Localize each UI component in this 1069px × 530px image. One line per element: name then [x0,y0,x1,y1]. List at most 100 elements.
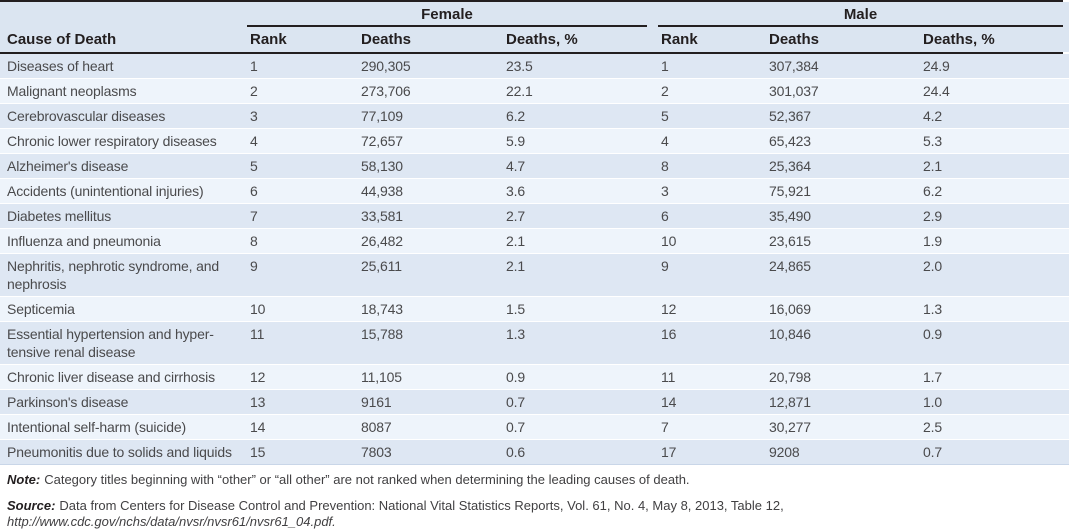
female-deaths-pct-cell: 4.7 [506,158,526,174]
male-deaths-pct-cell: 2.5 [923,419,943,435]
female-rank-cell: 1 [250,58,258,74]
male-deaths-cell: 23,615 [769,233,811,249]
table-row: Accidents (unintentional injuries) 6 44,… [0,179,1069,204]
table-row: Parkinson's disease 13 9161 0.7 14 12,87… [0,390,1069,415]
female-deaths-pct-cell: 2.1 [506,258,526,274]
male-deaths-pct-cell: 24.4 [923,83,950,99]
cause-cell: Septicemia [7,301,75,317]
male-deaths-pct-cell: 0.7 [923,444,943,460]
table-row: Diseases of heart 1 290,305 23.5 1 307,3… [0,54,1069,79]
cause-cell: Essential hypertension and hyper­tensive… [7,326,214,360]
male-rank-cell: 17 [661,444,677,460]
female-deaths-cell: 290,305 [361,58,411,74]
female-rank-cell: 2 [250,83,258,99]
male-deaths-pct-cell: 24.9 [923,58,950,74]
table-row: Nephritis, nephrotic syndrome, and nephr… [0,254,1069,297]
female-deaths-pct-cell: 5.9 [506,133,526,149]
cause-cell: Nephritis, nephrotic syndrome, and nephr… [7,258,220,292]
female-rank-cell: 14 [250,419,266,435]
cause-cell: Malignant neoplasms [7,83,137,99]
male-deaths-pct-cell: 2.0 [923,258,943,274]
female-deaths-cell: 9161 [361,394,392,410]
table-column-header-row: Cause of Death Rank Deaths Deaths, % Ran… [0,27,1069,52]
male-deaths-pct-cell: 1.3 [923,301,943,317]
male-rank-cell: 10 [661,233,677,249]
male-deaths-cell: 25,364 [769,158,811,174]
female-rank-cell: 4 [250,133,258,149]
table-body: Diseases of heart 1 290,305 23.5 1 307,3… [0,54,1069,465]
female-rank-cell: 13 [250,394,266,410]
male-deaths-pct-cell: 4.2 [923,108,943,124]
cause-cell: Diseases of heart [7,58,114,74]
table-row: Influenza and pneumonia 8 26,482 2.1 10 … [0,229,1069,254]
male-rank-cell: 14 [661,394,677,410]
male-deaths-pct-cell: 1.0 [923,394,943,410]
group-header-male-label: Male [658,2,1063,27]
column-header-male-deaths: Deaths [769,31,820,48]
cause-cell: Accidents (unintentional injuries) [7,183,204,199]
male-deaths-pct-cell: 0.9 [923,326,943,342]
female-deaths-pct-cell: 3.6 [506,183,526,199]
male-deaths-cell: 301,037 [769,83,819,99]
female-deaths-cell: 15,788 [361,326,403,342]
table-row: Alzheimer's disease 5 58,130 4.7 8 25,36… [0,154,1069,179]
female-rank-cell: 6 [250,183,258,199]
female-deaths-cell: 77,109 [361,108,403,124]
male-deaths-cell: 75,921 [769,183,811,199]
table-row: Chronic lower respiratory diseases 4 72,… [0,129,1069,154]
male-deaths-cell: 52,367 [769,108,811,124]
table-row: Malignant neoplasms 2 273,706 22.1 2 301… [0,79,1069,104]
female-deaths-pct-cell: 0.9 [506,369,526,385]
leading-causes-of-death-table: Female Male Cause of Death Rank Deaths D… [0,0,1069,465]
female-deaths-cell: 11,105 [361,369,402,385]
group-header-spacer [0,2,247,27]
table-row: Diabetes mellitus 7 33,581 2.7 6 35,490 … [0,204,1069,229]
female-deaths-cell: 7803 [361,444,392,460]
table-row: Intentional self-harm (suicide) 14 8087 … [0,415,1069,440]
cause-cell: Parkinson's disease [7,394,129,410]
female-deaths-pct-cell: 1.5 [506,301,526,317]
table-note: Note: Category titles beginning with “oth… [0,472,1069,488]
source-url: http://www.cdc.gov/nchs/data/nvsr/nvsr61… [7,514,336,529]
male-rank-cell: 5 [661,108,669,124]
column-header-female-deaths: Deaths [361,31,412,48]
table-row: Septicemia 10 18,743 1.5 12 16,069 1.3 [0,297,1069,322]
female-rank-cell: 5 [250,158,258,174]
table-row: Cerebrovascular diseases 3 77,109 6.2 5 … [0,104,1069,129]
female-rank-cell: 8 [250,233,258,249]
cause-cell: Chronic lower respiratory diseases [7,133,217,149]
female-deaths-pct-cell: 0.7 [506,394,526,410]
male-rank-cell: 8 [661,158,669,174]
female-deaths-cell: 72,657 [361,133,403,149]
male-rank-cell: 9 [661,258,669,274]
male-deaths-pct-cell: 6.2 [923,183,943,199]
male-deaths-cell: 10,846 [769,326,811,342]
female-deaths-cell: 44,938 [361,183,403,199]
table-source: Source: Data from Centers for Disease Con… [0,498,1069,530]
male-deaths-cell: 24,865 [769,258,811,274]
female-rank-cell: 15 [250,444,266,460]
table-top-rule [0,0,1063,2]
male-deaths-cell: 12,871 [769,394,811,410]
column-header-cause: Cause of Death [7,31,117,48]
cause-cell: Intentional self-harm (suicide) [7,419,186,435]
male-deaths-pct-cell: 5.3 [923,133,943,149]
male-deaths-cell: 30,277 [769,419,811,435]
table-row: Chronic liver disease and cirrhosis 12 1… [0,365,1069,390]
male-deaths-pct-cell: 2.9 [923,208,943,224]
male-deaths-cell: 20,798 [769,369,811,385]
column-header-male-pct: Deaths, % [923,31,995,48]
female-deaths-pct-cell: 2.7 [506,208,526,224]
male-rank-cell: 1 [661,58,669,74]
male-rank-cell: 7 [661,419,669,435]
female-deaths-pct-cell: 0.6 [506,444,526,460]
female-deaths-cell: 26,482 [361,233,403,249]
female-deaths-pct-cell: 1.3 [506,326,526,342]
male-rank-cell: 3 [661,183,669,199]
male-deaths-pct-cell: 1.9 [923,233,943,249]
cause-cell: Influenza and pneumonia [7,233,161,249]
source-text: Data from Centers for Disease Control an… [59,498,784,513]
column-header-female-rank: Rank [250,31,287,48]
table-header-rule [0,52,1063,54]
female-deaths-pct-cell: 0.7 [506,419,526,435]
